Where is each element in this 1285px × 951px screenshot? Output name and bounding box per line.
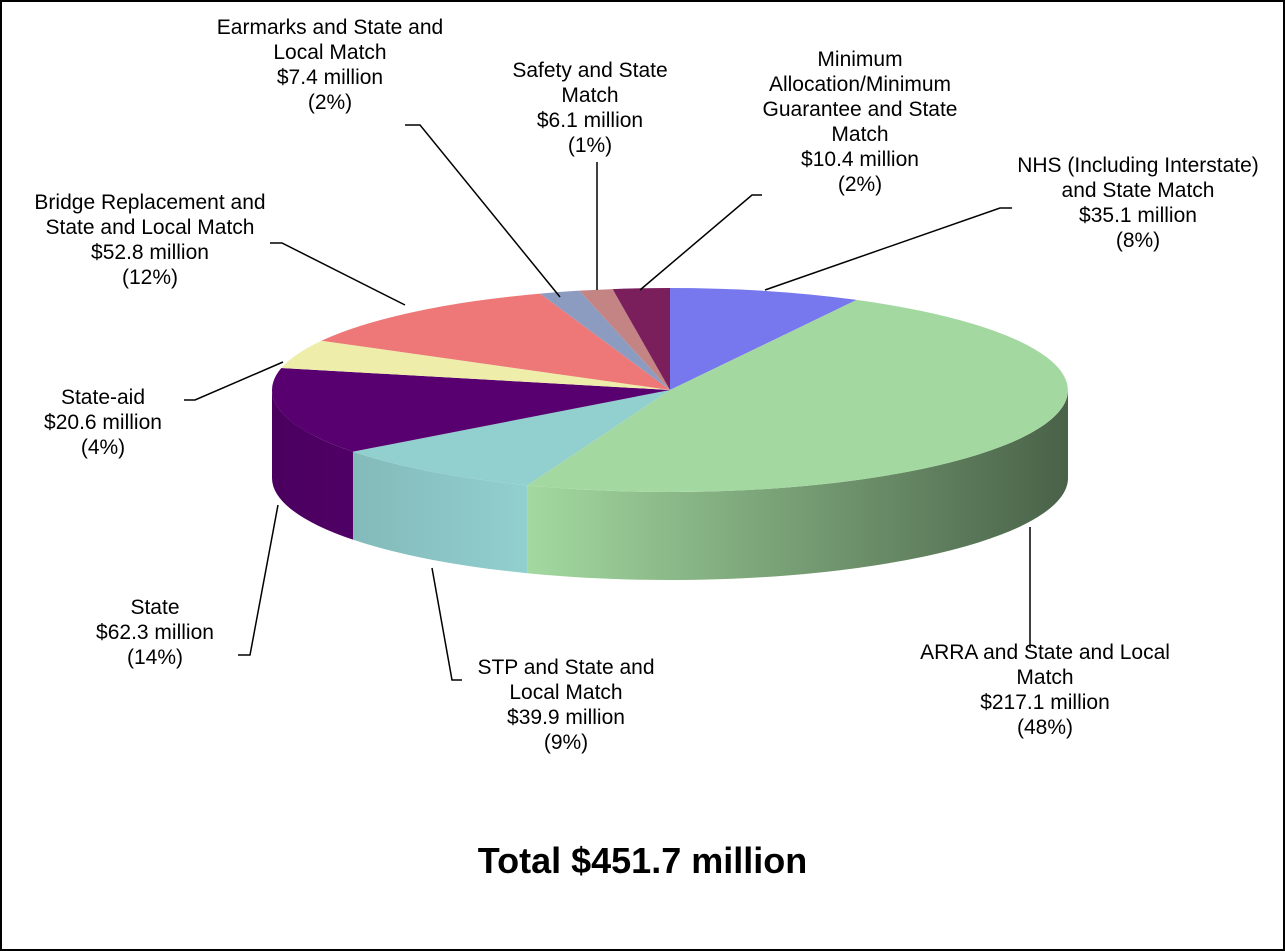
percent-label: (48%) [1016, 716, 1074, 739]
pie-slice [281, 340, 670, 390]
leader-line [405, 124, 561, 298]
value-label: $217.1 million [980, 691, 1110, 714]
value-label: $35.1 million [1079, 204, 1197, 227]
slice-label: NHS (Including Interstate) and State Mat… [1011, 153, 1266, 253]
pie-slice [612, 288, 670, 390]
slice-label: State $62.3 million (14%) [75, 595, 235, 670]
slice-label: Safety and State Match $6.1 million (1%) [490, 58, 690, 158]
side-shading [272, 390, 1068, 580]
slice-label: ARRA and State and Local Match $217.1 mil… [915, 640, 1175, 740]
slice-label: State-aid $20.6 million (4%) [23, 385, 183, 460]
category-name: State-aid [60, 386, 146, 409]
category-name: Bridge Replacement and State and Local M… [34, 191, 266, 239]
pie-slice [579, 289, 670, 390]
slice-label: Minimum Allocation/Minimum Guarantee and… [738, 47, 983, 197]
value-label: $39.9 million [507, 706, 625, 729]
category-name: NHS (Including Interstate) and State Mat… [1017, 154, 1259, 202]
category-name: ARRA and State and Local Match [920, 641, 1170, 689]
leader-line [270, 242, 406, 306]
pie-slice [352, 390, 670, 486]
leader-line [431, 567, 462, 681]
chart-title: Total $451.7 million [477, 840, 808, 881]
leader-line [238, 504, 279, 656]
percent-label: (8%) [1115, 229, 1161, 252]
percent-label: (2%) [837, 173, 883, 196]
pie-slice [670, 288, 857, 390]
category-name: STP and State and Local Match [477, 656, 655, 704]
pie-slice [271, 368, 670, 452]
pie-slice [540, 290, 670, 390]
percent-label: (2%) [307, 91, 353, 114]
pie-slice [321, 293, 670, 390]
pie-slice [527, 299, 1068, 492]
percent-label: (14%) [126, 646, 184, 669]
value-label: $52.8 million [91, 241, 209, 264]
category-name: Minimum Allocation/Minimum Guarantee and… [762, 48, 958, 146]
percent-label: (1%) [567, 134, 613, 157]
percent-label: (4%) [80, 436, 126, 459]
slice-label: Earmarks and State and Local Match $7.4 m… [210, 15, 450, 115]
category-name: State [130, 596, 180, 619]
value-label: $62.3 million [96, 621, 214, 644]
value-label: $7.4 million [276, 66, 384, 89]
value-label: $20.6 million [44, 411, 162, 434]
leader-line [639, 194, 762, 291]
category-name: Safety and State Match [512, 59, 668, 107]
leader-line [764, 207, 1012, 291]
category-name: Earmarks and State and Local Match [216, 16, 444, 64]
slice-label: Bridge Replacement and State and Local M… [25, 190, 275, 290]
percent-label: (12%) [121, 266, 179, 289]
percent-label: (9%) [543, 731, 589, 754]
slice-label: STP and State and Local Match $39.9 milli… [454, 655, 679, 755]
leader-line [184, 361, 284, 401]
value-label: $10.4 million [801, 148, 919, 171]
value-label: $6.1 million [536, 109, 644, 132]
